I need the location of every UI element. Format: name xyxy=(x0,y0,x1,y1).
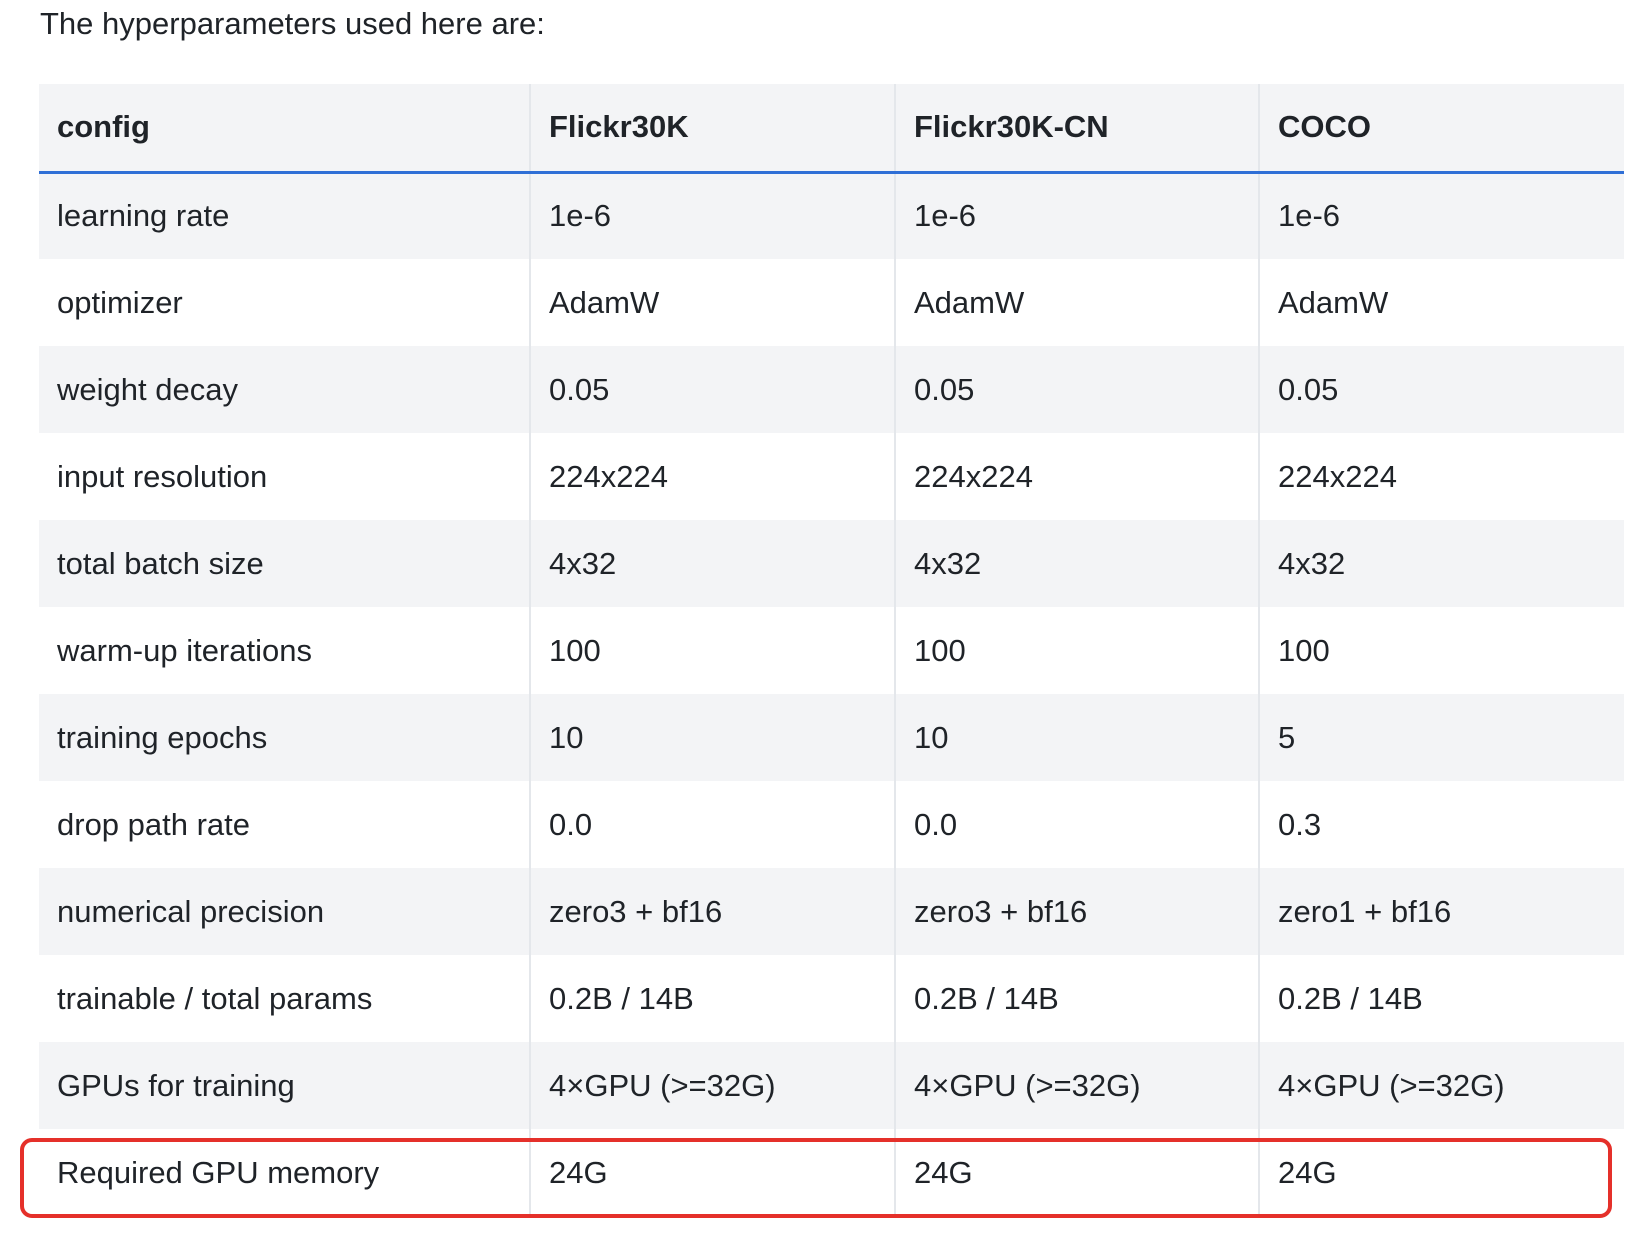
row-label: optimizer xyxy=(57,284,183,320)
cell-flickr30k-cn: zero3 + bf16 xyxy=(894,868,1259,955)
cell-flickr30k-cn: 10 xyxy=(894,694,1259,781)
header-config: config xyxy=(39,84,530,174)
table-row: total batch size 4x32 4x32 4x32 xyxy=(39,520,1624,607)
cell-flickr30k-cn: 24G xyxy=(894,1129,1259,1216)
cell-flickr30k: 100 xyxy=(529,607,895,694)
row-label: trainable / total params xyxy=(57,980,373,1016)
cell-flickr30k-cn: 1e-6 xyxy=(894,172,1259,259)
table-row: learning rate 1e-6 1e-6 1e-6 xyxy=(39,172,1624,259)
row-label: drop path rate xyxy=(57,806,251,842)
header-flickr30k: Flickr30K xyxy=(529,84,895,174)
cell-coco: 4×GPU (>=32G) xyxy=(1258,1042,1624,1129)
cell-flickr30k-cn: 100 xyxy=(894,607,1259,694)
cell-flickr30k-cn: 0.0 xyxy=(894,781,1259,868)
cell-coco: 4x32 xyxy=(1258,520,1624,607)
cell-coco: zero1 + bf16 xyxy=(1258,868,1624,955)
cell-flickr30k-cn: AdamW xyxy=(894,259,1259,346)
cell-flickr30k: 0.2B / 14B xyxy=(529,955,895,1042)
hyperparameters-table: config Flickr30K Flickr30K-CN COCO learn… xyxy=(39,84,1624,1216)
header-coco: COCO xyxy=(1258,84,1624,174)
cell-flickr30k: AdamW xyxy=(529,259,895,346)
table-row: optimizer AdamW AdamW AdamW xyxy=(39,259,1624,346)
table-row: training epochs 10 10 5 xyxy=(39,694,1624,781)
table-row: numerical precision zero3 + bf16 zero3 +… xyxy=(39,868,1624,955)
cell-coco: AdamW xyxy=(1258,259,1624,346)
row-label: learning rate xyxy=(57,198,230,234)
cell-coco: 5 xyxy=(1258,694,1624,781)
table-row: warm-up iterations 100 100 100 xyxy=(39,607,1624,694)
row-label: Required GPU memory xyxy=(57,1154,380,1190)
cell-flickr30k-cn: 4×GPU (>=32G) xyxy=(894,1042,1259,1129)
row-label: warm-up iterations xyxy=(57,632,312,668)
row-label: total batch size xyxy=(57,545,264,581)
table-row: weight decay 0.05 0.05 0.05 xyxy=(39,346,1624,433)
cell-flickr30k-cn: 0.2B / 14B xyxy=(894,955,1259,1042)
cell-coco: 0.2B / 14B xyxy=(1258,955,1624,1042)
table-row: drop path rate 0.0 0.0 0.3 xyxy=(39,781,1624,868)
cell-coco: 0.3 xyxy=(1258,781,1624,868)
cell-coco: 24G xyxy=(1258,1129,1624,1216)
header-flickr30k-cn: Flickr30K-CN xyxy=(894,84,1259,174)
cell-flickr30k: 1e-6 xyxy=(529,172,895,259)
row-label: input resolution xyxy=(57,458,268,494)
cell-coco: 100 xyxy=(1258,607,1624,694)
cell-flickr30k-cn: 4x32 xyxy=(894,520,1259,607)
cell-coco: 224x224 xyxy=(1258,433,1624,520)
row-label: GPUs for training xyxy=(57,1067,295,1103)
cell-flickr30k: 4×GPU (>=32G) xyxy=(529,1042,895,1129)
cell-coco: 1e-6 xyxy=(1258,172,1624,259)
cell-flickr30k: zero3 + bf16 xyxy=(529,868,895,955)
intro-text: The hyperparameters used here are: xyxy=(40,6,545,41)
cell-flickr30k: 0.05 xyxy=(529,346,895,433)
cell-flickr30k: 0.0 xyxy=(529,781,895,868)
cell-flickr30k: 24G xyxy=(529,1129,895,1216)
cell-coco: 0.05 xyxy=(1258,346,1624,433)
cell-flickr30k: 224x224 xyxy=(529,433,895,520)
row-label: training epochs xyxy=(57,719,268,755)
row-label: numerical precision xyxy=(57,893,325,929)
cell-flickr30k: 4x32 xyxy=(529,520,895,607)
cell-flickr30k: 10 xyxy=(529,694,895,781)
table-row: GPUs for training 4×GPU (>=32G) 4×GPU (>… xyxy=(39,1042,1624,1129)
table-row-highlighted: Required GPU memory 24G 24G 24G xyxy=(39,1129,1624,1216)
row-label: weight decay xyxy=(57,371,238,407)
table-header-row: config Flickr30K Flickr30K-CN COCO xyxy=(39,84,1624,174)
table-row: trainable / total params 0.2B / 14B 0.2B… xyxy=(39,955,1624,1042)
cell-flickr30k-cn: 224x224 xyxy=(894,433,1259,520)
cell-flickr30k-cn: 0.05 xyxy=(894,346,1259,433)
table-row: input resolution 224x224 224x224 224x224 xyxy=(39,433,1624,520)
